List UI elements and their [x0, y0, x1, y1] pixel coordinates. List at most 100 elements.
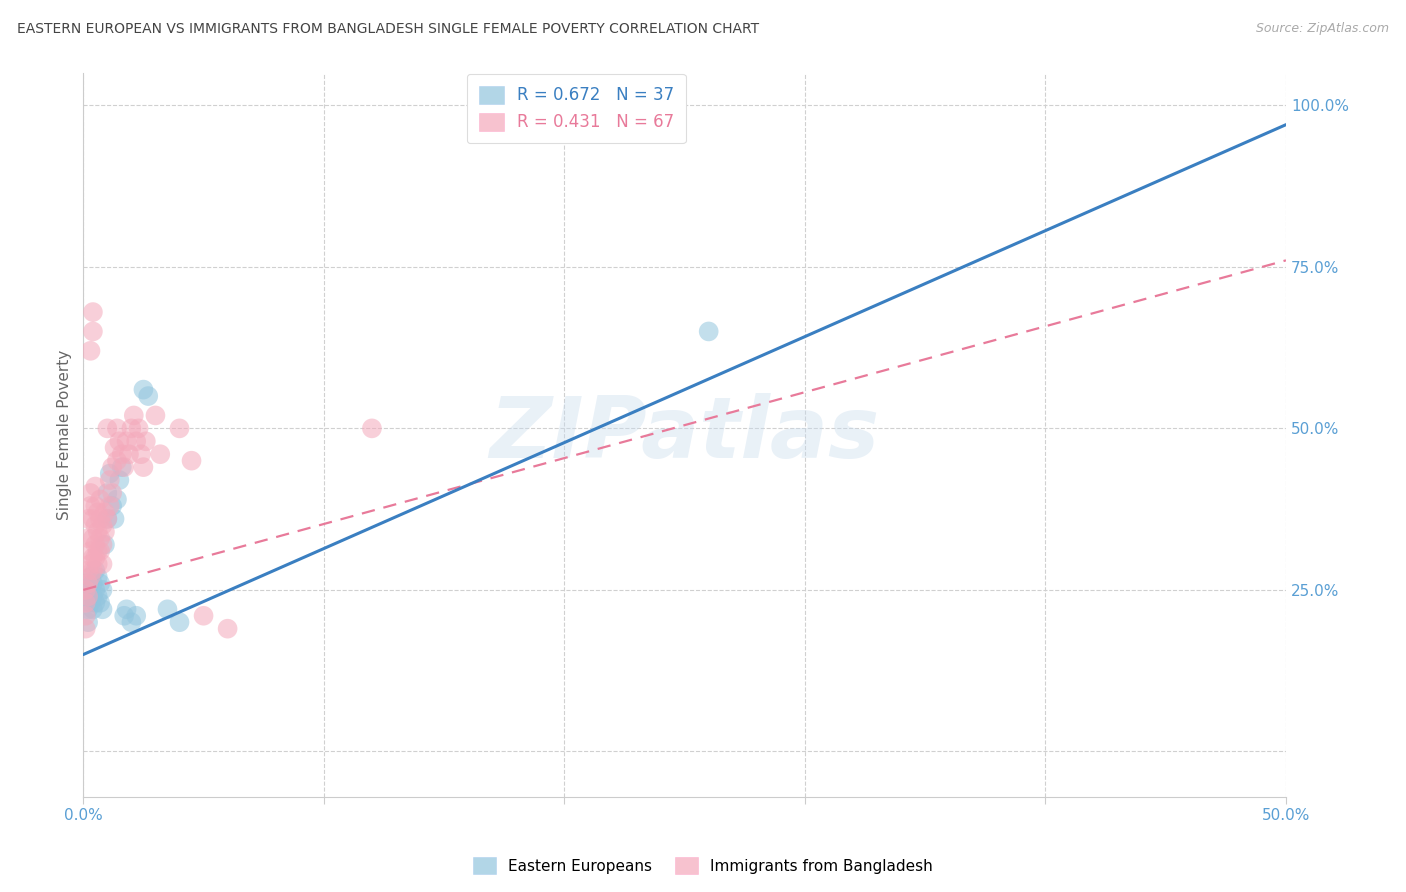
Point — [82, 576, 104, 591]
Point — [82, 550, 104, 565]
Point — [87, 505, 110, 519]
Point — [105, 421, 128, 435]
Point — [217, 622, 239, 636]
Point — [118, 447, 141, 461]
Point — [697, 325, 720, 339]
Text: EASTERN EUROPEAN VS IMMIGRANTS FROM BANGLADESH SINGLE FEMALE POVERTY CORRELATION: EASTERN EUROPEAN VS IMMIGRANTS FROM BANG… — [17, 22, 759, 37]
Point — [89, 531, 111, 545]
Point — [84, 550, 107, 565]
Point — [94, 505, 117, 519]
Point — [96, 512, 118, 526]
Point — [94, 524, 117, 539]
Point — [75, 608, 97, 623]
Point — [91, 602, 114, 616]
Point — [84, 518, 107, 533]
Point — [98, 473, 121, 487]
Point — [79, 582, 101, 597]
Point — [79, 570, 101, 584]
Point — [94, 538, 117, 552]
Point — [84, 538, 107, 552]
Point — [82, 564, 104, 578]
Point — [75, 576, 97, 591]
Point — [112, 460, 135, 475]
Point — [135, 434, 157, 449]
Point — [79, 343, 101, 358]
Point — [156, 602, 179, 616]
Point — [112, 608, 135, 623]
Point — [82, 512, 104, 526]
Point — [132, 460, 155, 475]
Point — [129, 447, 152, 461]
Point — [89, 544, 111, 558]
Point — [79, 499, 101, 513]
Point — [75, 622, 97, 636]
Point — [132, 383, 155, 397]
Point — [91, 538, 114, 552]
Point — [103, 441, 125, 455]
Y-axis label: Single Female Poverty: Single Female Poverty — [58, 350, 72, 520]
Point — [87, 570, 110, 584]
Point — [77, 564, 100, 578]
Point — [84, 582, 107, 597]
Point — [91, 582, 114, 597]
Point — [115, 434, 138, 449]
Text: Source: ZipAtlas.com: Source: ZipAtlas.com — [1256, 22, 1389, 36]
Point — [79, 596, 101, 610]
Point — [111, 460, 134, 475]
Point — [84, 596, 107, 610]
Point — [96, 421, 118, 435]
Point — [101, 486, 124, 500]
Point — [180, 453, 202, 467]
Point — [79, 544, 101, 558]
Legend: R = 0.672   N = 37, R = 0.431   N = 67: R = 0.672 N = 37, R = 0.431 N = 67 — [467, 74, 686, 143]
Point — [105, 453, 128, 467]
Point — [77, 590, 100, 604]
Text: ZIPatlas: ZIPatlas — [489, 393, 880, 476]
Point — [145, 409, 167, 423]
Point — [77, 512, 100, 526]
Point — [89, 512, 111, 526]
Point — [98, 499, 121, 513]
Point — [87, 590, 110, 604]
Point — [149, 447, 172, 461]
Point — [75, 582, 97, 597]
Point — [122, 409, 145, 423]
Point — [87, 557, 110, 571]
Point — [105, 492, 128, 507]
Point — [82, 531, 104, 545]
Point — [79, 570, 101, 584]
Point — [89, 596, 111, 610]
Point — [84, 479, 107, 493]
Point — [82, 602, 104, 616]
Point — [82, 590, 104, 604]
Point — [87, 524, 110, 539]
Point — [89, 576, 111, 591]
Point — [120, 421, 142, 435]
Point — [84, 499, 107, 513]
Point — [169, 421, 191, 435]
Point — [125, 434, 148, 449]
Point — [111, 447, 134, 461]
Point — [82, 325, 104, 339]
Point — [101, 499, 124, 513]
Point — [91, 557, 114, 571]
Point — [193, 608, 215, 623]
Point — [169, 615, 191, 630]
Point — [77, 531, 100, 545]
Point — [98, 467, 121, 481]
Point — [136, 389, 159, 403]
Point — [84, 564, 107, 578]
Point — [77, 590, 100, 604]
Point — [101, 460, 124, 475]
Point — [128, 421, 150, 435]
Point — [75, 596, 97, 610]
Point — [361, 421, 384, 435]
Point — [89, 492, 111, 507]
Point — [77, 576, 100, 591]
Point — [115, 602, 138, 616]
Point — [96, 486, 118, 500]
Point — [96, 512, 118, 526]
Point — [108, 434, 131, 449]
Point — [91, 518, 114, 533]
Point — [77, 615, 100, 630]
